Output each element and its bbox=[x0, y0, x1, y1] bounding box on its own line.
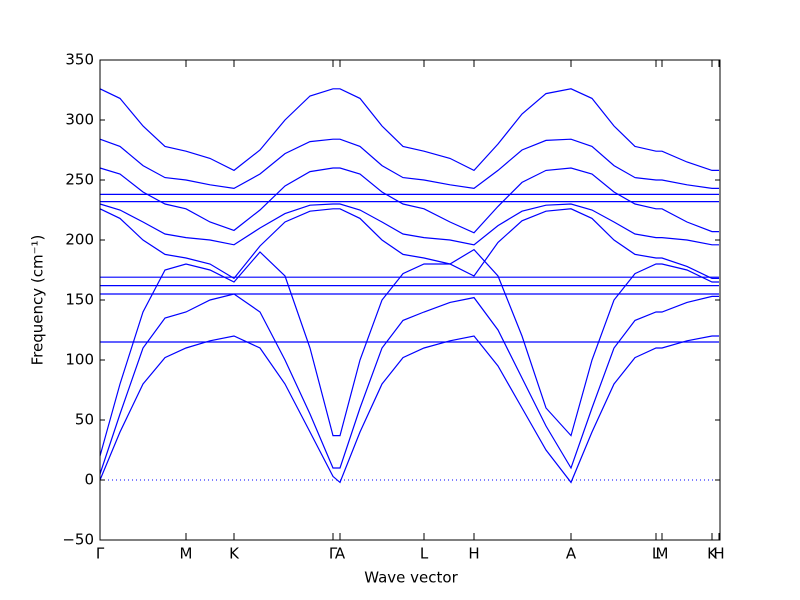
x-tick-label: K bbox=[707, 545, 718, 563]
x-tick-label: M bbox=[180, 545, 193, 563]
x-tick-label: K bbox=[229, 545, 240, 563]
x-tick-label: A bbox=[335, 545, 346, 563]
y-tick-label: 0 bbox=[84, 471, 94, 489]
band-line bbox=[99, 248, 719, 457]
band-line bbox=[99, 138, 719, 190]
x-tick-label: L bbox=[420, 545, 429, 563]
x-tick-label: A bbox=[566, 545, 577, 563]
x-axis-label: Wave vector bbox=[364, 569, 458, 587]
band-line bbox=[99, 293, 719, 475]
y-tick-label: 350 bbox=[65, 51, 94, 69]
y-tick-label: 150 bbox=[65, 291, 94, 309]
x-tick-label: L bbox=[652, 545, 661, 563]
band-line bbox=[99, 167, 719, 234]
x-tick-label: M bbox=[656, 545, 669, 563]
band-line bbox=[99, 88, 719, 172]
x-tick-label: H bbox=[468, 545, 479, 563]
x-tick-label: Γ bbox=[96, 545, 105, 563]
band-line bbox=[99, 203, 719, 246]
plot-frame bbox=[99, 59, 721, 541]
y-tick-label: −50 bbox=[62, 531, 94, 549]
y-tick-label: 250 bbox=[65, 171, 94, 189]
x-tick-label: H bbox=[713, 545, 724, 563]
y-tick-label: 100 bbox=[65, 351, 94, 369]
y-tick-label: 50 bbox=[75, 411, 94, 429]
x-tick-label: Γ bbox=[329, 545, 338, 563]
y-tick-label: 300 bbox=[65, 111, 94, 129]
y-tick-label: 200 bbox=[65, 231, 94, 249]
band-line bbox=[99, 208, 719, 280]
y-axis-label: Frequency (cm⁻¹) bbox=[29, 235, 47, 366]
